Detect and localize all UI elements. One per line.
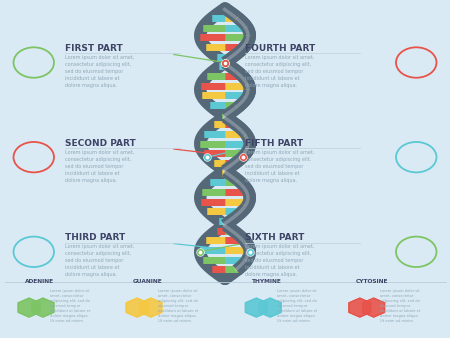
Text: Lorem ipsum dolor sit amet,
consectetur adipiscing elit,
sed do eiusmod tempor
i: Lorem ipsum dolor sit amet, consectetur … [65, 55, 135, 88]
Text: FOURTH PART: FOURTH PART [245, 44, 315, 53]
Text: FIFTH PART: FIFTH PART [245, 139, 303, 148]
Polygon shape [363, 298, 385, 317]
Polygon shape [126, 298, 148, 317]
Polygon shape [32, 298, 54, 317]
Text: THYMINE: THYMINE [252, 279, 282, 284]
Text: SECOND PART: SECOND PART [65, 139, 136, 148]
Text: Lorem ipsum dolor sit amet,
consectetur adipiscing elit,
sed do eiusmod tempor
i: Lorem ipsum dolor sit amet, consectetur … [245, 55, 315, 88]
Text: Lorem ipsum dolor sit
amet, consectetur
adipiscing elit, sed do
eiusmod tempor
i: Lorem ipsum dolor sit amet, consectetur … [380, 289, 421, 323]
Text: Lorem ipsum dolor sit amet,
consectetur adipiscing elit,
sed do eiusmod tempor
i: Lorem ipsum dolor sit amet, consectetur … [245, 150, 315, 183]
Text: ADENINE: ADENINE [25, 279, 54, 284]
Text: Lorem ipsum dolor sit amet,
consectetur adipiscing elit,
sed do eiusmod tempor
i: Lorem ipsum dolor sit amet, consectetur … [65, 150, 135, 183]
Text: GUANINE: GUANINE [133, 279, 162, 284]
Text: CYTOSINE: CYTOSINE [356, 279, 388, 284]
Text: Lorem ipsum dolor sit amet,
consectetur adipiscing elit,
sed do eiusmod tempor
i: Lorem ipsum dolor sit amet, consectetur … [245, 244, 315, 277]
Text: FIRST PART: FIRST PART [65, 44, 123, 53]
Polygon shape [259, 298, 281, 317]
Text: SIXTH PART: SIXTH PART [245, 233, 305, 242]
Polygon shape [349, 298, 371, 317]
Text: Lorem ipsum dolor sit
amet, consectetur
adipiscing elit, sed do
eiusmod tempor
i: Lorem ipsum dolor sit amet, consectetur … [158, 289, 198, 323]
Polygon shape [245, 298, 267, 317]
Text: THIRD PART: THIRD PART [65, 233, 126, 242]
Text: Lorem ipsum dolor sit
amet, consectetur
adipiscing elit, sed do
eiusmod tempor
i: Lorem ipsum dolor sit amet, consectetur … [50, 289, 90, 323]
Polygon shape [18, 298, 40, 317]
Text: Lorem ipsum dolor sit
amet, consectetur
adipiscing elit, sed do
eiusmod tempor
i: Lorem ipsum dolor sit amet, consectetur … [277, 289, 317, 323]
Text: Lorem ipsum dolor sit amet,
consectetur adipiscing elit,
sed do eiusmod tempor
i: Lorem ipsum dolor sit amet, consectetur … [65, 244, 135, 277]
Polygon shape [140, 298, 162, 317]
